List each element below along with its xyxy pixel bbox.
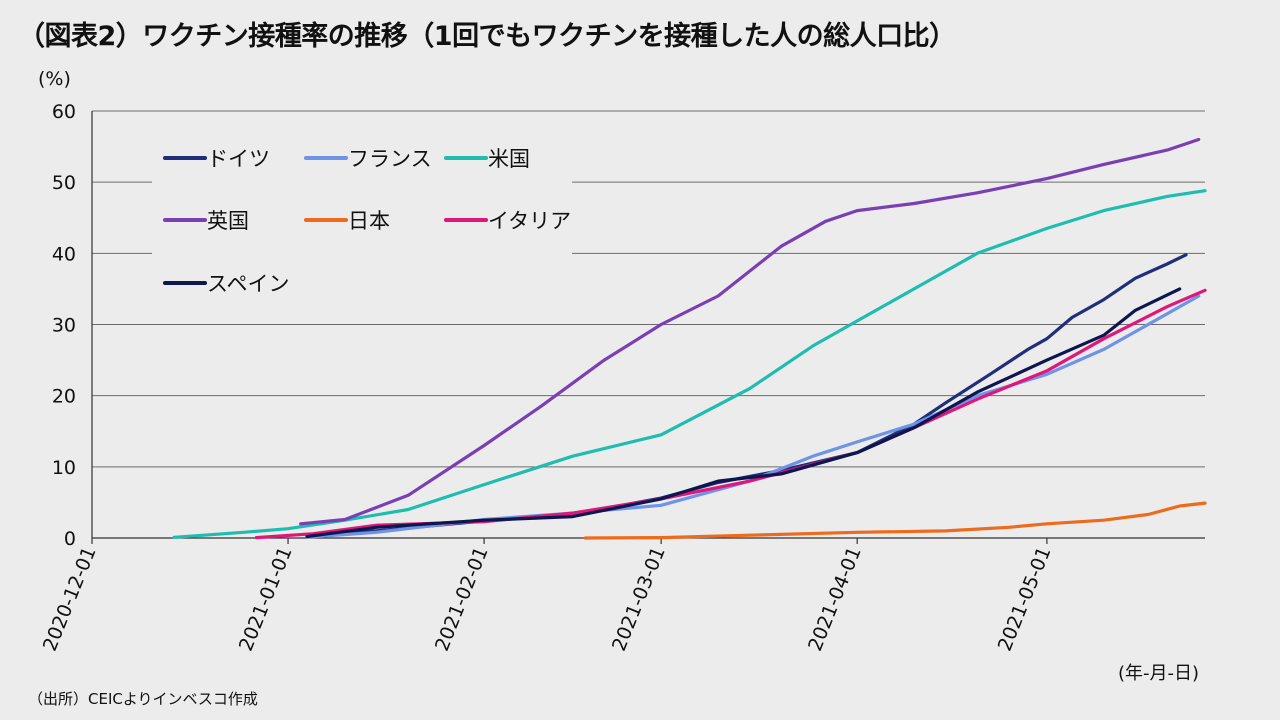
legend-label: 日本 — [348, 209, 390, 233]
x-tick-label: 2021-04-01 — [804, 544, 866, 655]
chart-title: （図表2）ワクチン接種率の推移（1回でもワクチンを接種した人の総人口比） — [18, 21, 956, 52]
y-axis-ticks: 0 10 20 30 40 50 60 — [52, 101, 76, 550]
y-tick-label: 40 — [52, 243, 76, 265]
series-line-1 — [305, 294, 1201, 539]
x-axis-unit: (年-月-日) — [1118, 663, 1200, 684]
legend-background — [152, 128, 572, 318]
x-tick-label: 2021-02-01 — [431, 544, 493, 655]
legend-label: 米国 — [488, 147, 530, 171]
series-line-6 — [305, 287, 1182, 539]
legend-label: ドイツ — [207, 147, 270, 171]
y-tick-label: 30 — [52, 315, 76, 337]
series-line-2 — [172, 189, 1207, 539]
series-lines — [172, 137, 1207, 540]
series-line-3 — [299, 137, 1201, 526]
x-axis-ticks: 2020-12-01 2021-01-01 2021-02-01 2021-03-01… — [39, 538, 1056, 654]
y-tick-label: 0 — [64, 528, 76, 550]
legend-label: イタリア — [488, 209, 571, 233]
source-note: （出所）CEICよりインベスコ作成 — [28, 690, 258, 708]
y-tick-label: 10 — [52, 457, 76, 479]
x-tick-label: 2020-12-01 — [39, 544, 101, 655]
y-tick-label: 50 — [52, 172, 76, 194]
y-tick-label: 20 — [52, 386, 76, 408]
x-tick-label: 2021-05-01 — [994, 544, 1056, 655]
y-axis-unit: (%) — [38, 68, 71, 90]
legend-label: 英国 — [207, 209, 249, 233]
series-line-4 — [583, 501, 1207, 540]
x-tick-label: 2021-03-01 — [608, 544, 670, 655]
y-tick-label: 60 — [52, 101, 76, 123]
x-tick-label: 2021-01-01 — [235, 544, 297, 655]
legend-label: フランス — [348, 147, 432, 171]
legend-label: スペイン — [207, 272, 290, 296]
